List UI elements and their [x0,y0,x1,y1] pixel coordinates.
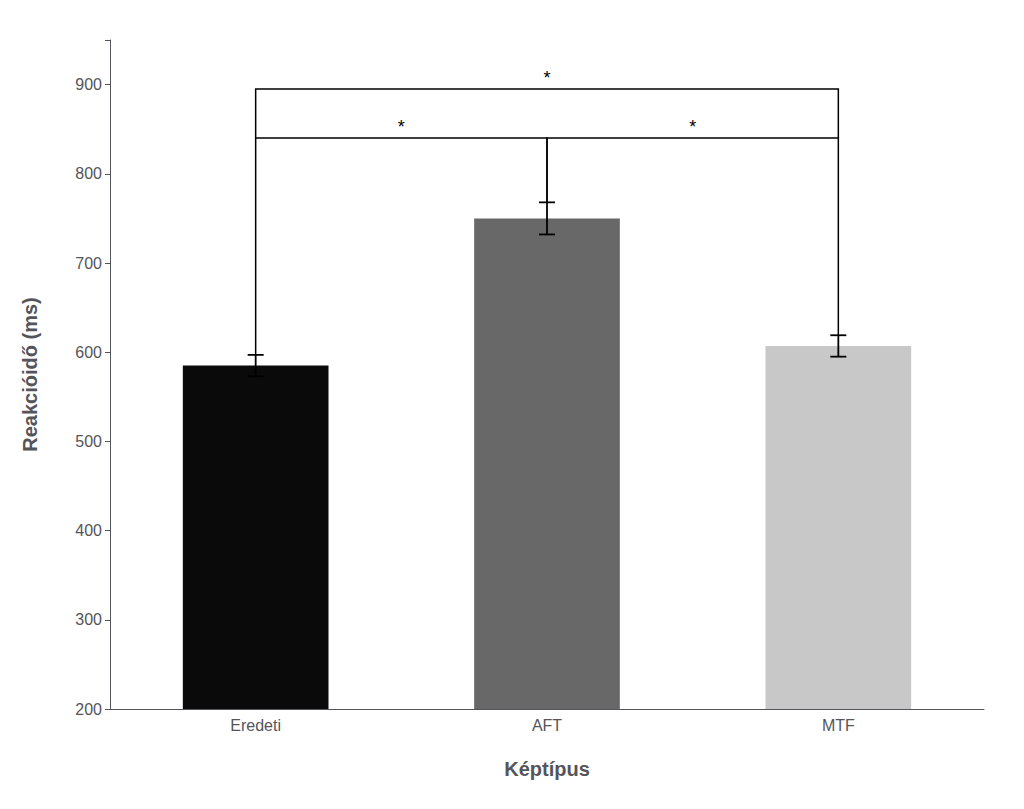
svg-text:Reakcióidő (ms): Reakcióidő (ms) [19,297,41,451]
svg-text:*: * [689,117,696,137]
svg-text:800: 800 [75,165,102,182]
svg-text:*: * [398,117,405,137]
svg-text:500: 500 [75,433,102,450]
svg-text:MTF: MTF [822,717,855,734]
svg-text:600: 600 [75,344,102,361]
svg-text:Képtípus: Képtípus [504,758,590,780]
svg-text:*: * [543,68,550,88]
svg-text:AFT: AFT [532,717,562,734]
svg-text:900: 900 [75,76,102,93]
svg-text:200: 200 [75,701,102,718]
svg-text:300: 300 [75,611,102,628]
svg-text:700: 700 [75,255,102,272]
svg-text:Eredeti: Eredeti [230,717,281,734]
svg-text:400: 400 [75,522,102,539]
